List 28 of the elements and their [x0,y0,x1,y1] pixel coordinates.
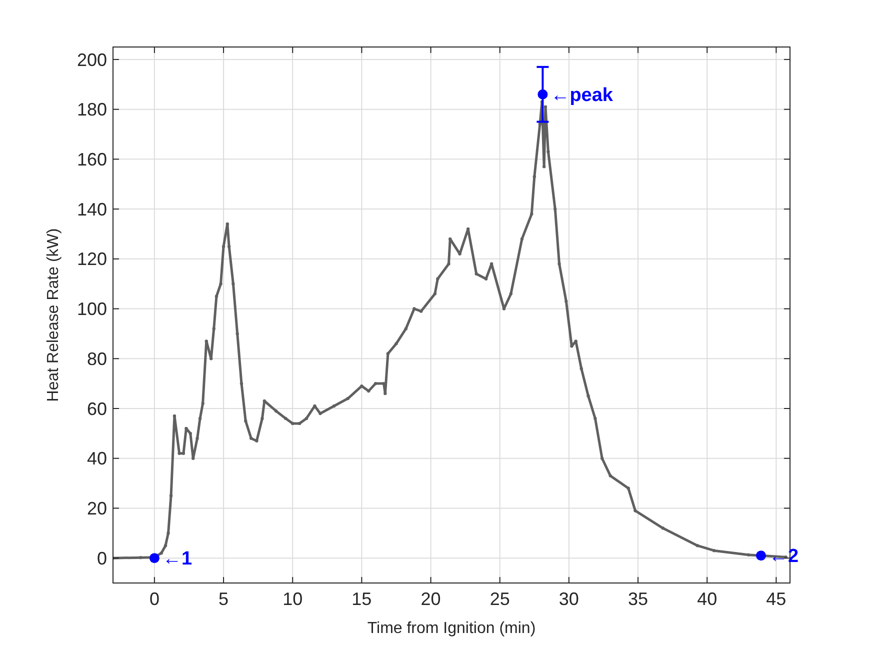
x-axis-title: Time from Ignition (min) [367,620,536,637]
y-tick-label: 200 [76,50,107,70]
point [149,553,160,564]
x-tick-label: 5 [218,589,229,609]
annotation: ←1 [162,548,192,570]
x-tick-label: 25 [490,589,510,609]
x-tick-label: 20 [420,589,441,609]
annotation: ←peak [550,85,614,106]
x-tick-label: 35 [628,589,648,609]
y-tick-label: 140 [76,199,107,220]
y-tick-label: 0 [96,548,107,568]
x-tick-label: 10 [282,589,303,609]
x-tick-label: 40 [697,589,718,609]
y-tick-label: 160 [76,149,107,170]
x-tick-label: 15 [352,589,372,609]
x-tick-label: 45 [766,589,786,609]
y-tick-label: 40 [86,448,107,469]
x-tick-label: 30 [558,589,579,609]
x-tick-label: 0 [149,589,160,609]
y-tick-label: 20 [86,498,107,519]
y-tick-label: 100 [76,299,107,320]
y-tick-label: 80 [86,348,107,369]
y-tick-label: 120 [76,249,107,270]
point [538,89,548,100]
point [756,550,766,561]
y-tick-label: 60 [86,398,107,419]
y-axis-title: Heat Release Rate (kW) [45,228,62,402]
y-tick-label: 180 [76,100,107,120]
